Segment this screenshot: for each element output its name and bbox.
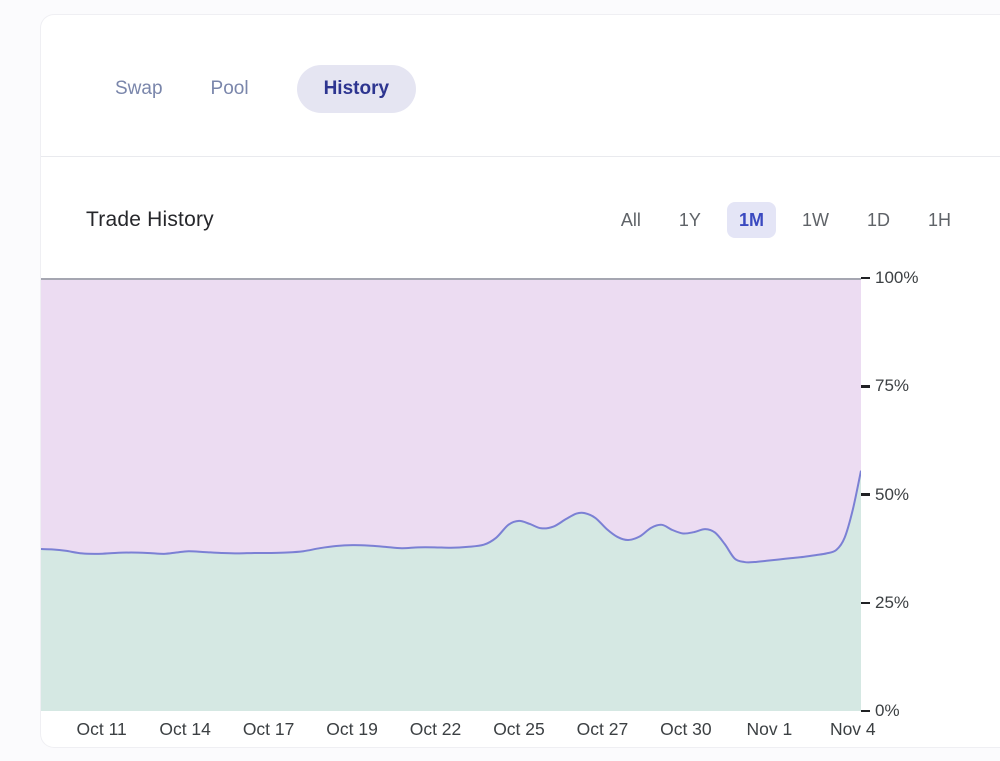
y-axis-tick: 50% [861,485,909,505]
y-axis-tick: 0% [861,701,900,721]
y-axis-label: 75% [875,376,910,396]
x-axis-label: Nov 4 [829,719,876,739]
tick-mark [861,709,870,713]
x-axis-label: Oct 11 [76,719,127,739]
x-axis-label: Oct 30 [660,719,712,739]
range-all[interactable]: All [620,210,641,230]
x-axis-label: Nov 1 [746,719,793,739]
y-axis-label: 50% [875,484,910,504]
x-axis-label: Oct 22 [409,719,462,739]
x-axis: Oct 11 Oct 14 Oct 17 Oct 19 Oct 22 Oct 25 Oct … [41,719,876,753]
swap-card: Swap Pool History Trade History All 1Y 1… [40,14,1000,748]
tab-bar: Swap Pool History [41,15,1000,113]
tick-mark [861,385,870,388]
time-range-selector: All 1Y 1M 1W 1D 1H [609,202,963,238]
x-axis-label: Oct 25 [493,719,545,739]
y-axis-tick: 75% [861,376,909,396]
range-1h[interactable]: 1H [927,210,951,230]
x-axis-label: Oct 17 [242,719,295,739]
tab-pool[interactable]: Pool [210,78,249,99]
range-1y[interactable]: 1Y [678,210,701,230]
y-axis-tick: 25% [861,593,909,613]
trade-history-header: Trade History All 1Y 1M 1W 1D 1H [41,197,1000,243]
page-title: Trade History [86,208,214,231]
tick-mark [861,601,870,604]
y-axis-label: 100% [875,268,919,287]
y-axis-label: 0% [875,701,900,720]
tick-mark [861,276,870,280]
trade-history-chart: 0% 25% 50% 75% 100% [41,268,1000,720]
tab-history[interactable]: History [296,65,417,113]
y-axis: 0% 25% 50% 75% 100% [861,268,991,720]
x-axis-label: Oct 19 [326,719,378,739]
chart-area-top-series [41,278,861,563]
x-axis-label: Oct 14 [159,719,211,739]
chart-series-divider-line [41,470,861,564]
y-axis-tick: 100% [861,268,918,288]
y-axis-label: 25% [875,592,910,612]
tab-swap[interactable]: Swap [115,78,163,99]
tab-bar-divider [41,156,1000,157]
stacked-area-chart [41,278,861,711]
range-1m[interactable]: 1M [726,202,776,238]
range-1d[interactable]: 1D [866,210,890,230]
chart-area-bottom-series [41,470,861,711]
range-1w[interactable]: 1W [801,210,829,230]
x-axis-label: Oct 27 [576,719,629,739]
tick-mark [861,493,870,496]
